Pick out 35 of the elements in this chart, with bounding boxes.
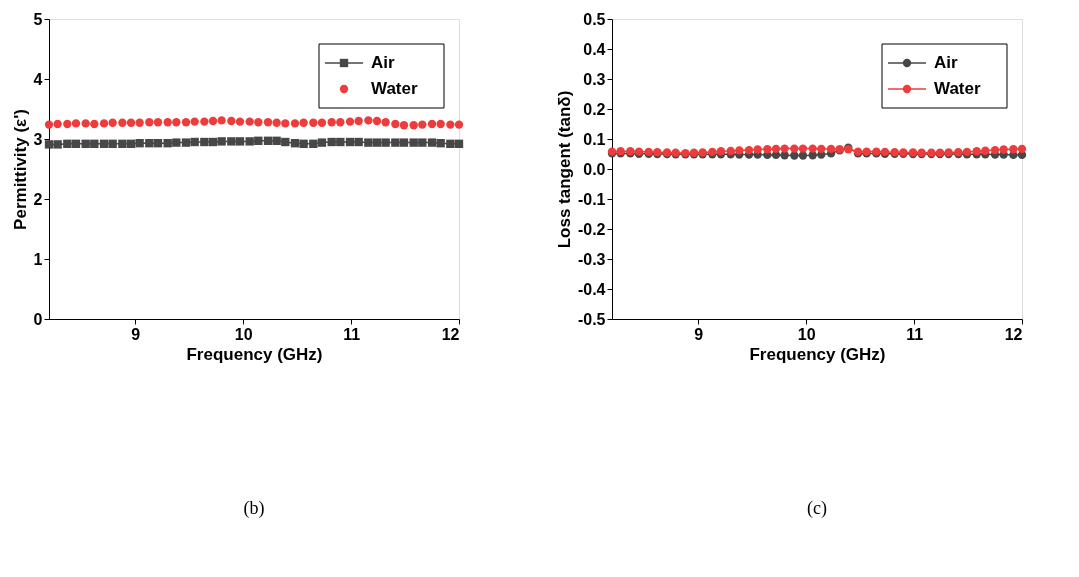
legend-label: Water (934, 79, 981, 98)
y-axis-title: Loss tangent (tanδ) (554, 90, 574, 249)
x-axis-title: Frequency (GHz) (749, 344, 886, 364)
y-tick-label: 1 (33, 250, 43, 268)
x-axis-title: Frequency (GHz) (186, 344, 323, 364)
y-tick-label: -0.3 (577, 250, 606, 268)
y-tick-label: -0.5 (577, 310, 606, 328)
x-tick-label: 11 (906, 325, 924, 343)
x-tick-label: 12 (441, 325, 460, 343)
text: (c) (807, 498, 827, 519)
x-tick-label: 10 (234, 325, 253, 343)
y-tick-label: -0.2 (577, 220, 606, 238)
y-tick-label: 2 (33, 190, 43, 208)
y-tick-label: 4 (33, 70, 43, 88)
y-tick-label: 0.2 (583, 100, 606, 118)
y-tick-label: 0 (33, 310, 43, 328)
y-tick-label: 0.1 (583, 130, 606, 148)
y-tick-label: 0.3 (583, 70, 606, 88)
legend-label: Water (371, 79, 418, 98)
y-tick-label: 0.5 (583, 10, 606, 28)
y-tick-label: 0.4 (583, 40, 606, 58)
x-tick-label: 9 (131, 325, 141, 343)
legend-label: Air (371, 53, 395, 72)
text: (b) (243, 498, 265, 519)
x-tick-label: 12 (1004, 325, 1023, 343)
legend-label: Air (934, 53, 958, 72)
y-tick-label: -0.1 (577, 190, 606, 208)
y-tick-label: 0.0 (583, 160, 606, 178)
y-tick-label: 5 (33, 10, 43, 28)
x-tick-label: 11 (343, 325, 361, 343)
x-tick-label: 10 (797, 325, 816, 343)
x-tick-label: 9 (694, 325, 704, 343)
y-tick-label: -0.4 (577, 280, 606, 298)
y-tick-label: 3 (33, 130, 43, 148)
y-axis-title: Permittivity (ε') (10, 109, 30, 230)
